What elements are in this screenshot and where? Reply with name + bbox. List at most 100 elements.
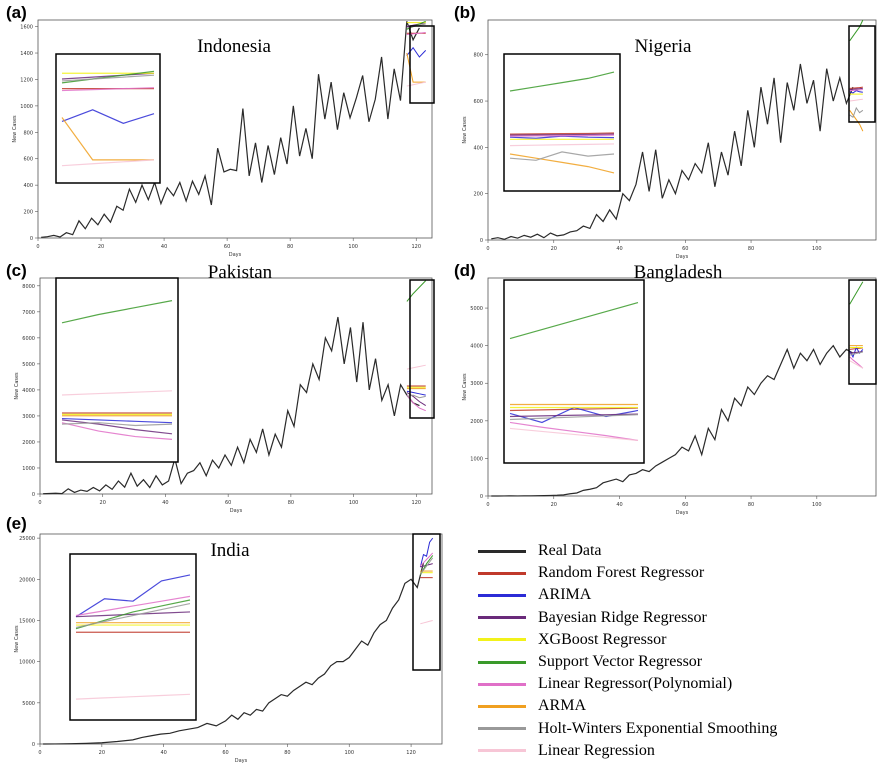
legend-label: ARMA — [538, 697, 587, 715]
panel-nigeria: (b) 0 20 40 60 80 100 0 200 400 600 800 Days New Cas… — [448, 0, 883, 262]
y-tick-label: 15000 — [19, 618, 35, 624]
inset-line-holt-winters-exponential-smoothing — [509, 414, 639, 421]
x-tick-label: 20 — [99, 750, 105, 756]
series-line-linear-regressor-polynomial- — [849, 356, 864, 369]
chart-indonesia: 0 20 40 60 80 100 1200200400600800100012001400… — [12, 19, 435, 258]
series-line-real-data — [41, 21, 420, 238]
chart-title: India — [210, 540, 250, 561]
inset-line-random-forest-regressor — [509, 407, 639, 412]
chart-title: Indonesia — [197, 36, 271, 57]
x-tick-label: 40 — [616, 246, 622, 252]
x-tick-label: 40 — [616, 502, 622, 508]
inset-line-holt-winters-exponential-smoothing — [61, 74, 155, 82]
x-tick-label: 60 — [225, 500, 231, 506]
y-tick-label: 1200 — [20, 77, 33, 83]
x-axis-label: Days — [676, 510, 689, 516]
inset-line-arma — [61, 117, 154, 161]
series-line-bayesian-ridge-regressor — [849, 87, 863, 90]
series-line-linear-regressor-polynomial- — [849, 88, 863, 92]
x-tick-label: 20 — [98, 244, 104, 250]
y-tick-label: 6000 — [22, 336, 35, 342]
panel-indonesia: (a) 0 20 40 60 80 100 120 0 200 400 600 800 1000 1200… — [0, 0, 445, 262]
y-tick-label: 3000 — [22, 414, 35, 420]
series-line-linear-regression — [420, 619, 433, 625]
chart-title: Pakistan — [208, 262, 273, 283]
legend-label: Support Vector Regressor — [538, 653, 703, 671]
zoom-box — [409, 279, 435, 419]
inset-line-linear-regression — [61, 390, 173, 396]
y-tick-label: 200 — [473, 192, 483, 198]
legend-label: Bayesian Ridge Regressor — [538, 608, 707, 626]
y-tick-label: 4000 — [470, 344, 483, 350]
x-tick-label: 20 — [551, 246, 557, 252]
inset-line-linear-regressor-polynomial- — [75, 595, 191, 617]
inset-line-random-forest-regressor — [509, 132, 615, 135]
inset-line-arima — [61, 109, 155, 124]
y-tick-label: 2000 — [470, 419, 483, 425]
y-tick-label: 0 — [480, 238, 483, 244]
x-tick-label: 60 — [682, 502, 688, 508]
inset-line-linear-regression — [509, 143, 615, 147]
x-axis-label: Days — [229, 252, 242, 258]
legend-item: Linear Regressor(Polynomial) — [478, 673, 878, 695]
y-tick-label: 10000 — [19, 660, 35, 666]
series-line-support-vector-regressor — [849, 281, 864, 305]
legend-item: Random Forest Regressor — [478, 562, 878, 584]
zoom-box — [409, 25, 435, 104]
panel-label: (a) — [6, 3, 27, 22]
x-axis-label: Days — [235, 758, 248, 764]
y-tick-label: 7000 — [22, 310, 35, 316]
inset-line-holt-winters-exponential-smoothing — [61, 422, 173, 427]
x-tick-label: 0 — [486, 502, 489, 508]
panel-label: (b) — [454, 3, 476, 22]
zoom-box — [412, 533, 441, 671]
legend-swatch — [478, 727, 526, 731]
panel-india: (e) 0 20 40 60 80 100 120 0 5000 10000 15000 20000 2… — [0, 512, 450, 764]
inset-line-arima — [61, 417, 173, 424]
y-tick-label: 0 — [32, 742, 35, 748]
inset-line-linear-regressor-polynomial- — [509, 134, 615, 137]
legend-swatch — [478, 616, 526, 620]
inset-line-arima — [75, 574, 191, 618]
series-line-arima — [419, 537, 434, 568]
y-tick-label: 0 — [32, 492, 35, 498]
series-line-arma — [849, 110, 864, 132]
y-tick-label: 0 — [480, 494, 483, 500]
x-tick-label: 80 — [284, 750, 290, 756]
x-tick-label: 0 — [38, 750, 41, 756]
y-tick-label: 5000 — [470, 306, 483, 312]
series-line-real-data — [43, 562, 425, 745]
y-tick-label: 1000 — [22, 466, 35, 472]
x-tick-label: 60 — [224, 244, 230, 250]
inset-line-linear-regressor-polynomial- — [509, 421, 639, 442]
zoom-box — [848, 279, 877, 385]
legend-item: Holt-Winters Exponential Smoothing — [478, 718, 878, 740]
chart-pakistan: 0 20 40 60 80 100 120 0 1000 2000 3000 4000 5000 6000… — [14, 262, 435, 514]
y-tick-label: 2000 — [22, 440, 35, 446]
legend-label: XGBoost Regressor — [538, 630, 667, 648]
panel-label: (e) — [6, 514, 27, 533]
y-tick-label: 400 — [473, 145, 483, 151]
inset-line-linear-regressor-polynomial- — [61, 422, 173, 440]
x-tick-label: 60 — [682, 246, 688, 252]
y-axis-label: New Cases — [14, 372, 20, 400]
legend-swatch — [478, 704, 526, 708]
inset-line-bayesian-ridge-regressor — [61, 419, 173, 435]
y-tick-label: 0 — [30, 236, 33, 242]
y-axis-label: New Cases — [12, 115, 18, 143]
panel-bangladesh: (d) 0 20 40 60 80 100 0 1000 2000 3000 4000 5000 Day… — [448, 258, 883, 520]
series-line-real-data — [491, 344, 854, 497]
inset-line-arma — [509, 153, 615, 174]
inset-line-support-vector-regressor — [509, 301, 639, 340]
series-line-real-data — [491, 63, 854, 240]
legend-swatch — [478, 638, 526, 642]
chart-nigeria: 0 20 40 60 80 100 0 200 400 600 800 Days New Cases Ni… — [462, 19, 877, 260]
chart-bangladesh: 0 20 40 60 80 100010002000300040005000DaysNew… — [462, 262, 877, 516]
x-tick-label: 80 — [748, 246, 754, 252]
inset-frame — [69, 553, 197, 721]
y-tick-label: 1000 — [20, 104, 33, 110]
legend-label: ARIMA — [538, 586, 592, 604]
y-tick-label: 200 — [23, 210, 33, 216]
zoom-box — [848, 25, 876, 123]
x-tick-label: 100 — [348, 244, 358, 250]
